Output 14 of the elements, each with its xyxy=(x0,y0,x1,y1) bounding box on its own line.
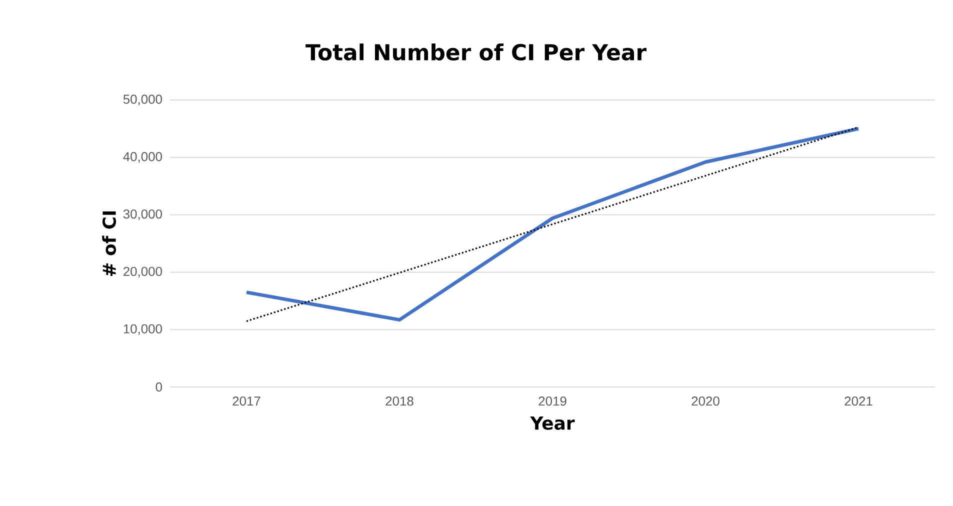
x-tick-label: 2018 xyxy=(386,396,414,406)
y-tick-label: 20,000 xyxy=(124,266,162,278)
y-tick-label: 40,000 xyxy=(123,152,162,163)
x-axis-title: Year xyxy=(530,416,575,430)
y-tick-label: 10,000 xyxy=(124,324,162,335)
y-tick-label: 0 xyxy=(156,382,162,392)
x-tick-label: 2017 xyxy=(232,396,260,406)
y-axis-title: # of CI xyxy=(102,211,116,276)
x-tick-label: 2019 xyxy=(538,396,566,406)
x-tick-label: 2020 xyxy=(692,396,720,406)
x-tick-label: 2021 xyxy=(844,396,872,406)
chart-title: Total Number of CI Per Year xyxy=(306,44,646,61)
y-tick-label: 30,000 xyxy=(123,209,162,220)
y-tick-label: 50,000 xyxy=(123,94,162,106)
